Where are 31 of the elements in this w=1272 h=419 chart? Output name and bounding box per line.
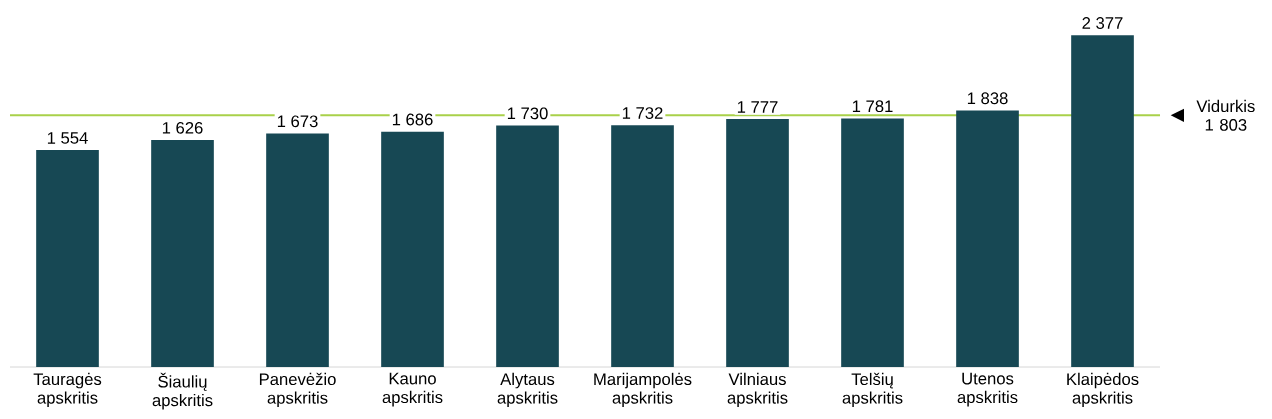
- x-tick-label: Panevėžio apskritis: [259, 372, 336, 408]
- x-tick-label: Telšių apskritis: [842, 372, 903, 408]
- data-label: 1 781: [852, 100, 893, 113]
- bar: [36, 150, 99, 367]
- x-tick-label: Šiaulių apskritis: [152, 372, 213, 410]
- x-tick-label: Kauno apskritis: [382, 372, 443, 407]
- data-label: 1 686: [392, 113, 433, 126]
- x-tick-label: Tauragės apskritis: [33, 372, 102, 408]
- bar: [611, 125, 674, 367]
- bar: [266, 133, 329, 367]
- data-label: 1 732: [622, 107, 663, 119]
- ref-line-label: Vidurkis 1 803: [1196, 99, 1255, 131]
- x-tick-label: Utenos apskritis: [957, 372, 1018, 407]
- bar: [151, 140, 214, 367]
- bar: [381, 131, 444, 367]
- data-label: 1 673: [277, 115, 318, 128]
- data-label: 1 838: [967, 92, 1008, 105]
- data-label: 1 554: [47, 132, 88, 144]
- x-tick-label: Marijampolės apskritis: [594, 372, 692, 408]
- x-tick-label: Alytaus apskritis: [497, 372, 558, 408]
- data-label: 1 730: [507, 107, 548, 120]
- bar: [841, 118, 904, 367]
- bar: [726, 118, 789, 367]
- data-label: 1 777: [737, 101, 778, 113]
- data-label: 1 626: [162, 121, 203, 134]
- data-label: 2 377: [1082, 17, 1123, 29]
- x-tick-label: Klaipėdos apskritis: [1067, 372, 1139, 408]
- bar: [496, 125, 559, 367]
- bar: [956, 110, 1019, 367]
- bar: [1071, 35, 1134, 367]
- x-tick-label: Vilniaus apskritis: [727, 372, 788, 408]
